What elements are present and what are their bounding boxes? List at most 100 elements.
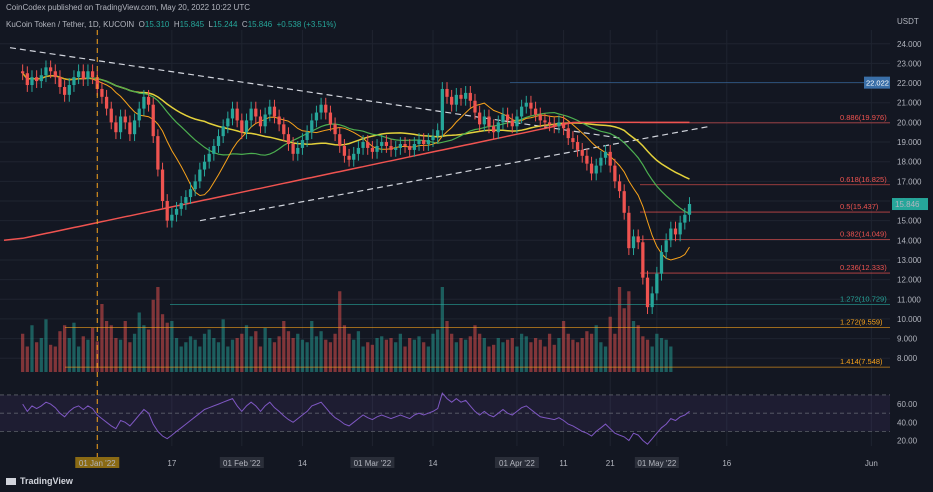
volume-bar <box>240 333 244 372</box>
volume-bar <box>174 338 179 372</box>
close-value: 15.846 <box>247 20 273 29</box>
volume-bar <box>664 339 668 372</box>
volume-bar <box>445 321 449 372</box>
candle-body <box>142 96 146 109</box>
volume-bar <box>561 321 566 372</box>
volume-bar <box>375 338 379 372</box>
candle-body <box>552 124 556 127</box>
candle-body <box>454 94 458 105</box>
candle-body <box>594 165 598 174</box>
volume-bar <box>202 333 207 372</box>
candle-body <box>384 142 389 146</box>
volume-bar <box>90 327 95 372</box>
price-axis-panel <box>890 0 933 492</box>
candle-body <box>445 88 449 97</box>
volume-bar <box>188 336 193 372</box>
volume-bar <box>603 346 608 372</box>
candle-body <box>72 77 76 86</box>
candle-body <box>370 147 375 152</box>
level-label: 0.382(14.049) <box>840 229 887 238</box>
volume-bar <box>412 339 416 372</box>
candle-body <box>286 134 291 144</box>
volume-bar <box>459 338 463 372</box>
candle-body <box>459 94 463 99</box>
volume-bar <box>356 331 361 372</box>
candle-body <box>575 142 580 150</box>
volume-bar <box>636 325 640 372</box>
tradingview-brand[interactable]: TradingView <box>6 476 73 486</box>
volume-bar <box>641 336 645 372</box>
candle-body <box>156 136 160 170</box>
volume-bar <box>258 346 263 372</box>
volume-bar <box>608 316 612 372</box>
x-tick-label: 01 Jan '22 <box>79 459 116 468</box>
volume-bar <box>30 325 34 372</box>
volume-bar <box>142 325 146 372</box>
candle-body <box>585 155 589 164</box>
volume-bar <box>394 342 398 372</box>
level-label: 1.272(9.559) <box>840 318 883 327</box>
volume-bar <box>216 342 221 372</box>
candle-body <box>408 145 412 150</box>
volume-bar <box>100 304 104 372</box>
volume-bar <box>296 333 300 372</box>
volume-bar <box>137 312 141 372</box>
volume-bar <box>179 346 183 372</box>
candle-body <box>221 126 225 137</box>
volume-bar <box>104 321 109 372</box>
volume-bar <box>496 338 500 372</box>
y-tick-label: 24.000 <box>897 40 922 49</box>
level-label: 0.236(12.333) <box>840 263 887 272</box>
candle-body <box>566 128 570 139</box>
candle-body <box>58 77 62 87</box>
x-tick-label: 01 Apr '22 <box>499 459 535 468</box>
volume-bar <box>244 325 249 372</box>
volume-bar <box>468 336 472 372</box>
volume-bar <box>384 339 389 372</box>
candle-body <box>491 126 496 133</box>
volume-bar <box>482 338 486 372</box>
volume-bar <box>543 346 547 372</box>
volume-bar <box>123 321 127 372</box>
candle-body <box>450 96 454 105</box>
candle-body <box>380 142 384 146</box>
volume-bar <box>622 308 626 372</box>
candle-body <box>272 106 277 117</box>
candle-body <box>230 108 235 119</box>
volume-bar <box>44 319 48 372</box>
candle-body <box>622 191 626 213</box>
candle-body <box>338 134 342 146</box>
candle-body <box>547 122 552 125</box>
y-tick-label: 14.000 <box>897 236 922 245</box>
volume-bar <box>151 299 155 372</box>
volume-bar <box>156 287 160 372</box>
volume-bar <box>454 342 458 372</box>
candle-body <box>431 136 435 141</box>
volume-bar <box>519 333 524 372</box>
volume-bar <box>450 333 454 372</box>
volume-bar <box>324 339 328 372</box>
candle-body <box>25 73 29 86</box>
volume-bar <box>263 327 267 372</box>
level-label: 0.618(16.825) <box>840 175 887 184</box>
y-tick-label: 8.000 <box>897 354 918 363</box>
candle-body <box>519 106 524 117</box>
volume-bar <box>440 287 444 372</box>
volume-bar <box>524 336 528 372</box>
candle-body <box>468 92 472 101</box>
volume-bar <box>193 339 197 372</box>
candle-body <box>48 67 53 72</box>
candle-body <box>501 114 505 123</box>
rsi-tick-label: 60.00 <box>897 400 918 409</box>
candle-body <box>53 71 57 78</box>
candle-body <box>62 87 67 95</box>
candle-body <box>258 116 263 127</box>
ascending-trendline <box>199 125 711 222</box>
candle-body <box>300 140 305 148</box>
y-tick-label: 11.000 <box>897 295 921 304</box>
volume-bar <box>589 333 594 372</box>
candle-body <box>277 116 281 125</box>
candle-body <box>170 214 174 221</box>
x-tick-label: 14 <box>429 459 438 468</box>
